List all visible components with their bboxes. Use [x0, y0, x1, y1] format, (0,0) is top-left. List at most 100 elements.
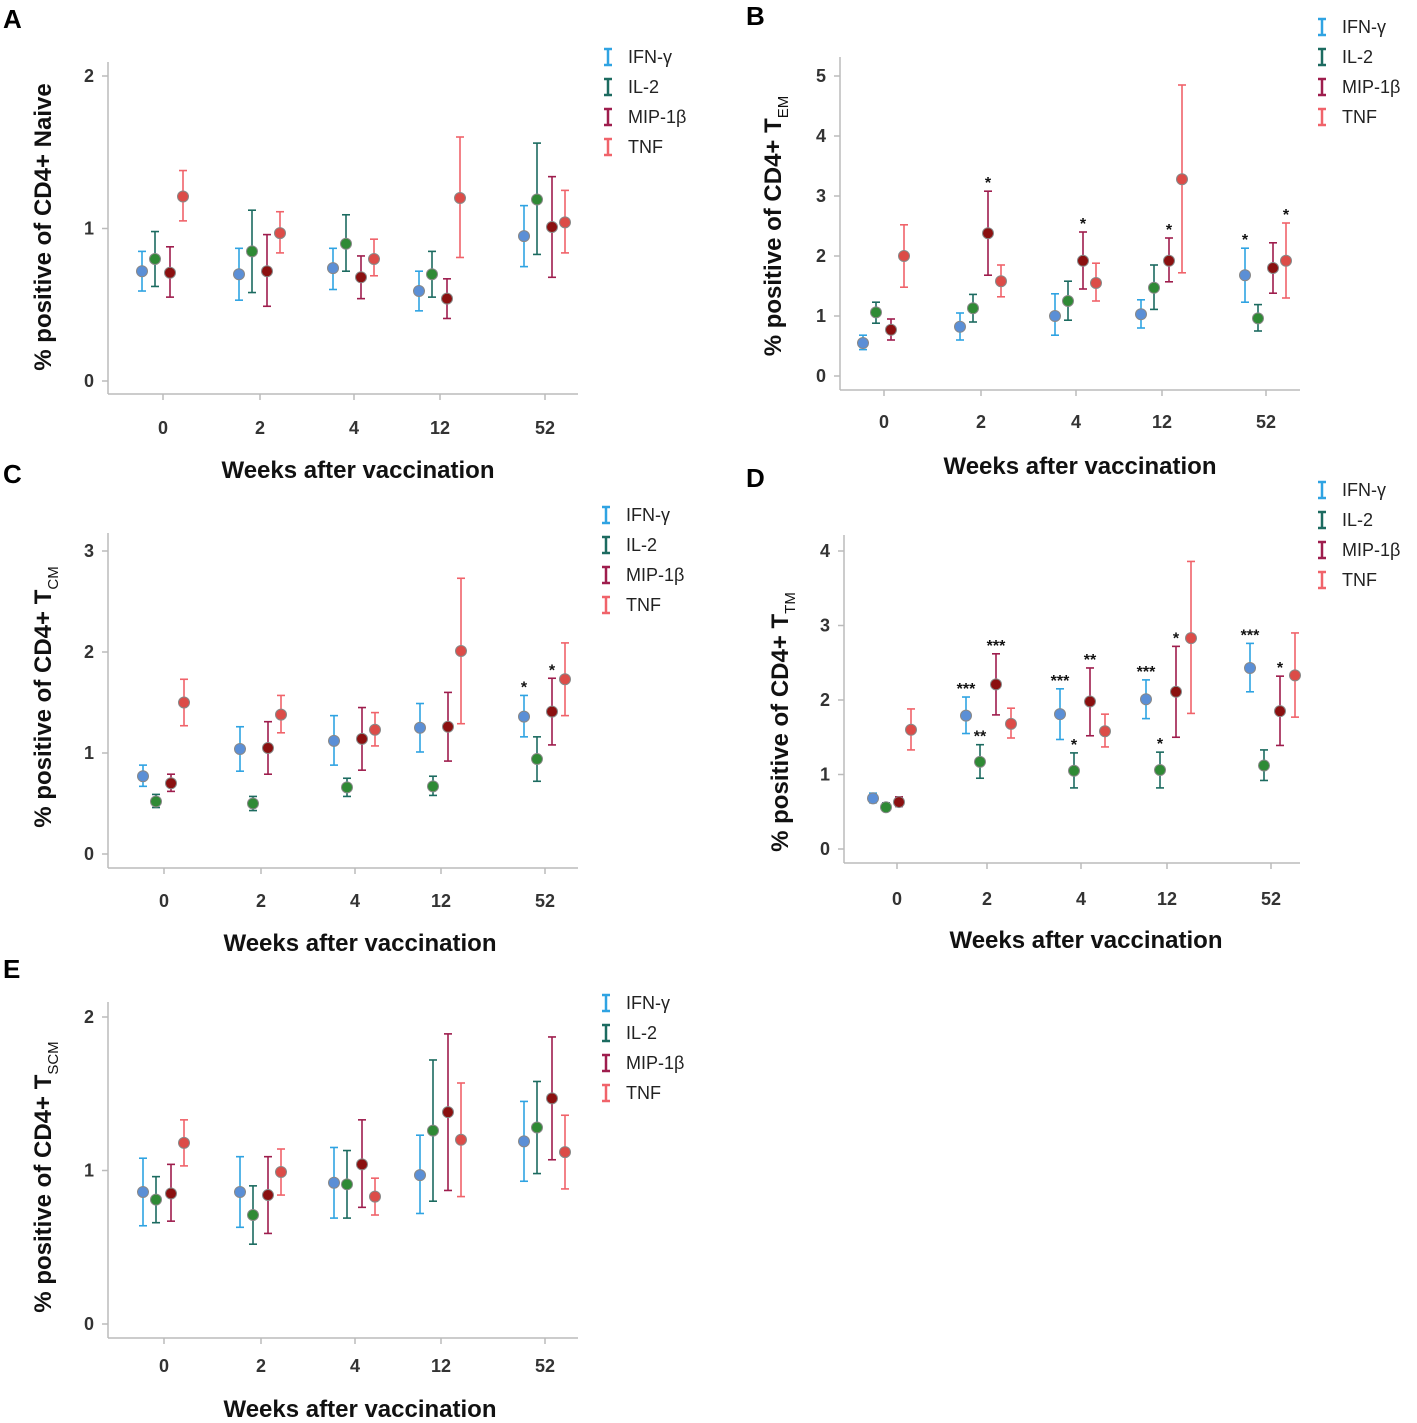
data-point	[559, 1146, 571, 1159]
data-point	[893, 796, 905, 809]
legend-item: TNF	[1318, 107, 1377, 127]
y-tick-label: 2	[84, 66, 94, 86]
significance-marker: *	[1080, 216, 1087, 233]
data-point-group	[1267, 242, 1279, 295]
significance-marker: *	[985, 175, 992, 192]
panel-letter: E	[3, 954, 20, 984]
data-point	[454, 192, 466, 204]
data-point	[137, 770, 149, 783]
data-point-group	[974, 743, 986, 780]
y-tick-label: 0	[820, 839, 830, 859]
x-tick-label: 12	[431, 1356, 451, 1376]
data-point	[1163, 254, 1175, 267]
data-point	[262, 741, 274, 754]
data-point	[165, 1187, 177, 1200]
data-point-group	[880, 801, 892, 814]
data-point-group	[885, 318, 897, 341]
data-point	[857, 337, 869, 349]
y-tick-label: 2	[820, 690, 830, 710]
x-tick-label: 0	[159, 1356, 169, 1376]
data-point	[455, 644, 467, 657]
y-tick-label: 0	[816, 366, 826, 386]
data-point-group	[990, 653, 1002, 716]
significance-marker: ***	[957, 681, 976, 698]
data-point	[1244, 661, 1256, 674]
data-point	[368, 253, 380, 265]
legend-label: TNF	[1342, 107, 1377, 127]
data-point	[356, 732, 368, 745]
data-point-group	[870, 301, 882, 325]
data-point-group	[546, 175, 558, 279]
significance-marker: *	[549, 662, 556, 679]
data-point	[149, 253, 161, 265]
data-point	[546, 705, 558, 718]
data-point-group	[341, 777, 353, 798]
data-point-group	[275, 1148, 287, 1196]
data-point-group	[967, 293, 979, 323]
data-point-group	[261, 233, 273, 308]
x-tick-label: 52	[1256, 412, 1276, 432]
data-point	[442, 720, 454, 733]
data-point	[880, 801, 892, 814]
data-point	[1289, 669, 1301, 682]
data-point-group	[1239, 247, 1251, 304]
significance-marker: *	[1166, 222, 1173, 239]
significance-marker: ***	[1137, 664, 1156, 681]
data-point-group	[369, 711, 381, 747]
legend-label: IFN-γ	[626, 505, 670, 525]
data-point-group	[1185, 560, 1197, 715]
significance-marker: ***	[987, 638, 1006, 655]
x-tick-label: 0	[892, 889, 902, 909]
data-point-group	[982, 190, 994, 277]
legend-item: IL-2	[1318, 510, 1373, 530]
data-point	[518, 1135, 530, 1148]
data-point	[414, 721, 426, 734]
data-point-group	[857, 334, 869, 351]
data-point-group	[414, 1134, 426, 1215]
data-point-group	[136, 250, 148, 292]
data-point-group	[1274, 675, 1286, 747]
data-point-group	[1084, 667, 1096, 737]
data-point	[261, 265, 273, 278]
panel-letter: A	[3, 4, 22, 34]
legend-item: IFN-γ	[604, 47, 672, 67]
data-point	[990, 678, 1002, 691]
legend-item: TNF	[602, 1083, 661, 1103]
legend-label: MIP-1β	[1342, 540, 1400, 560]
data-point	[1062, 295, 1074, 307]
data-point-group	[234, 1155, 246, 1229]
legend-item: MIP-1β	[1318, 77, 1400, 97]
data-point-group	[247, 795, 259, 812]
data-point-group	[559, 1114, 571, 1190]
data-point-group	[1244, 642, 1256, 693]
x-tick-label: 12	[430, 418, 450, 438]
data-point-group	[559, 189, 571, 254]
data-point-group	[426, 250, 438, 298]
data-point	[1239, 269, 1251, 282]
data-point-group	[356, 1119, 368, 1209]
x-tick-label: 2	[256, 891, 266, 911]
x-axis-title: Weeks after vaccination	[221, 457, 494, 484]
significance-marker: *	[521, 679, 528, 696]
x-tick-label: 4	[349, 418, 359, 438]
y-axis-title-main: % positive of CD4+ T	[767, 613, 794, 851]
data-point-group	[275, 694, 287, 734]
data-point	[546, 220, 558, 233]
y-tick-label: 1	[84, 1161, 94, 1181]
data-point	[356, 1158, 368, 1171]
x-tick-label: 4	[350, 1356, 360, 1376]
data-point-group	[427, 1059, 439, 1202]
data-point-group	[1163, 237, 1175, 283]
legend-item: IFN-γ	[1318, 17, 1386, 37]
data-point-group	[1258, 749, 1270, 782]
y-axis-title-main: % positive of CD4+ Naive	[30, 83, 57, 370]
x-tick-label: 4	[1076, 889, 1086, 909]
data-point	[355, 271, 367, 284]
data-point-group	[442, 691, 454, 762]
legend-item: IL-2	[604, 77, 659, 97]
y-tick-label: 1	[816, 306, 826, 326]
legend-label: TNF	[626, 1083, 661, 1103]
data-point	[414, 1169, 426, 1182]
